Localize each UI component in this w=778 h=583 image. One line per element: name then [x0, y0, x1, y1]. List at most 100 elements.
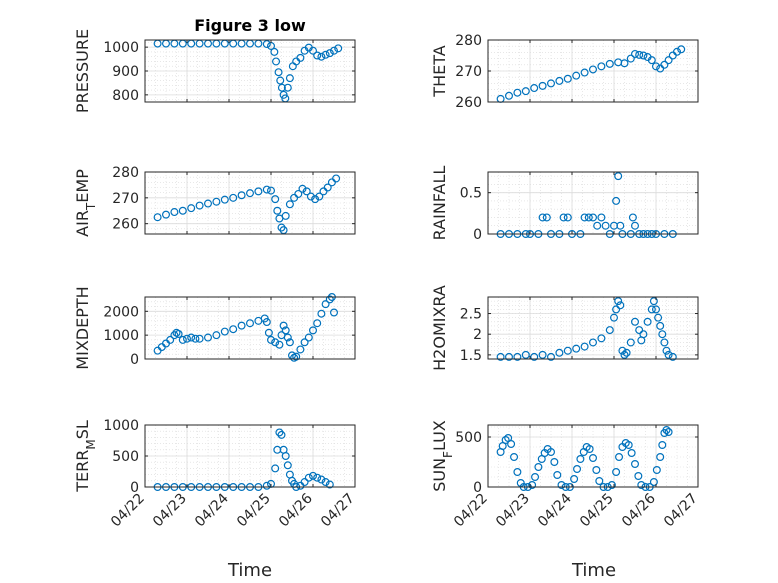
data-point [273, 206, 282, 215]
data-point [588, 454, 597, 463]
data-point [254, 187, 263, 196]
axes-box [487, 296, 699, 360]
data-point [311, 195, 320, 204]
data-point [626, 54, 635, 63]
y-tick-label: 500 [455, 430, 482, 446]
data-point [612, 196, 621, 205]
data-point [304, 333, 313, 342]
data-point [271, 338, 280, 347]
data-point [605, 59, 614, 68]
data-point [528, 481, 537, 490]
data-point [616, 301, 625, 310]
x-tick-label: 04/27 [661, 491, 701, 531]
data-point [212, 331, 221, 340]
data-point [229, 193, 238, 202]
data-point [563, 74, 572, 83]
axes-box [144, 171, 356, 235]
data-point [285, 200, 294, 209]
data-point [191, 334, 200, 343]
panel-5: 0 1000 2000 MIXDEPTH [73, 286, 356, 370]
data-point [300, 478, 309, 487]
data-point [647, 305, 656, 314]
panel-4: 0 0.5 RAINFALL [430, 166, 699, 243]
data-point [542, 213, 551, 222]
data-point [204, 199, 213, 208]
data-point [170, 208, 179, 217]
data-point [330, 46, 339, 55]
panel-3: 260 270 280 AIRTEMP [73, 165, 356, 237]
data-point [563, 346, 572, 355]
data-point [592, 466, 601, 475]
data-point [593, 221, 602, 230]
data-point [647, 56, 656, 65]
y-tick-label: 0 [130, 352, 139, 368]
panel-7: 0 500 1000 TERRMSL 04/22 04/23 04/24 04/25 04/26… [73, 418, 358, 530]
axes-box [144, 296, 356, 360]
y-tick-label: 0 [130, 480, 139, 496]
data-point [271, 464, 280, 473]
data-point [304, 473, 313, 482]
data-point [627, 449, 636, 458]
data-point [637, 481, 646, 490]
data-point [639, 51, 648, 60]
data-point [538, 350, 547, 359]
data-point [555, 76, 564, 85]
data-point [572, 344, 581, 353]
x-tick-label: 04/23 [493, 491, 533, 531]
data-point [507, 440, 516, 449]
data-point [664, 428, 673, 437]
y-tick-label: 1000 [103, 328, 139, 344]
y-tick-label: 500 [112, 449, 139, 465]
data-point [672, 47, 681, 56]
data-point [553, 471, 562, 480]
data-point [622, 348, 631, 357]
data-point [220, 327, 229, 336]
data-point [607, 481, 616, 490]
x-tick-label: 04/24 [535, 490, 575, 530]
data-point [281, 326, 290, 335]
data-point [496, 352, 505, 361]
data-point [153, 213, 162, 222]
data-point [281, 211, 290, 220]
data-point [277, 83, 286, 92]
data-point [505, 352, 514, 361]
data-point [597, 62, 606, 71]
data-point [572, 71, 581, 80]
data-point [237, 321, 246, 330]
data-point [283, 461, 292, 470]
data-point [315, 192, 324, 201]
data-point [530, 84, 539, 93]
data-point [246, 189, 255, 198]
data-point [513, 352, 522, 361]
data-point [620, 350, 629, 359]
x-axis-label-right: Time [571, 560, 616, 581]
data-point [658, 441, 667, 450]
data-point [325, 480, 334, 489]
data-point [510, 453, 519, 462]
data-point [262, 185, 271, 194]
data-point [534, 463, 543, 472]
data-point [546, 79, 555, 88]
y-tick-label: 0 [473, 480, 482, 496]
data-point [573, 465, 582, 474]
data-point [662, 426, 671, 435]
data-point [275, 428, 284, 437]
data-point [309, 471, 318, 480]
data-point [513, 88, 522, 97]
data-point [178, 335, 187, 344]
data-point [302, 187, 311, 196]
data-point [267, 335, 276, 344]
y-tick-label: 260 [112, 217, 139, 233]
data-point [272, 57, 281, 66]
data-point [639, 330, 648, 339]
data-point [649, 478, 658, 487]
data-point [612, 468, 621, 477]
data-point [325, 49, 334, 58]
data-point [174, 329, 183, 338]
y-tick-label: 270 [455, 64, 482, 80]
data-point [323, 183, 332, 192]
y-tick-label: 900 [112, 64, 139, 80]
data-point [660, 338, 669, 347]
data-point [588, 65, 597, 74]
axes-box [487, 424, 699, 488]
